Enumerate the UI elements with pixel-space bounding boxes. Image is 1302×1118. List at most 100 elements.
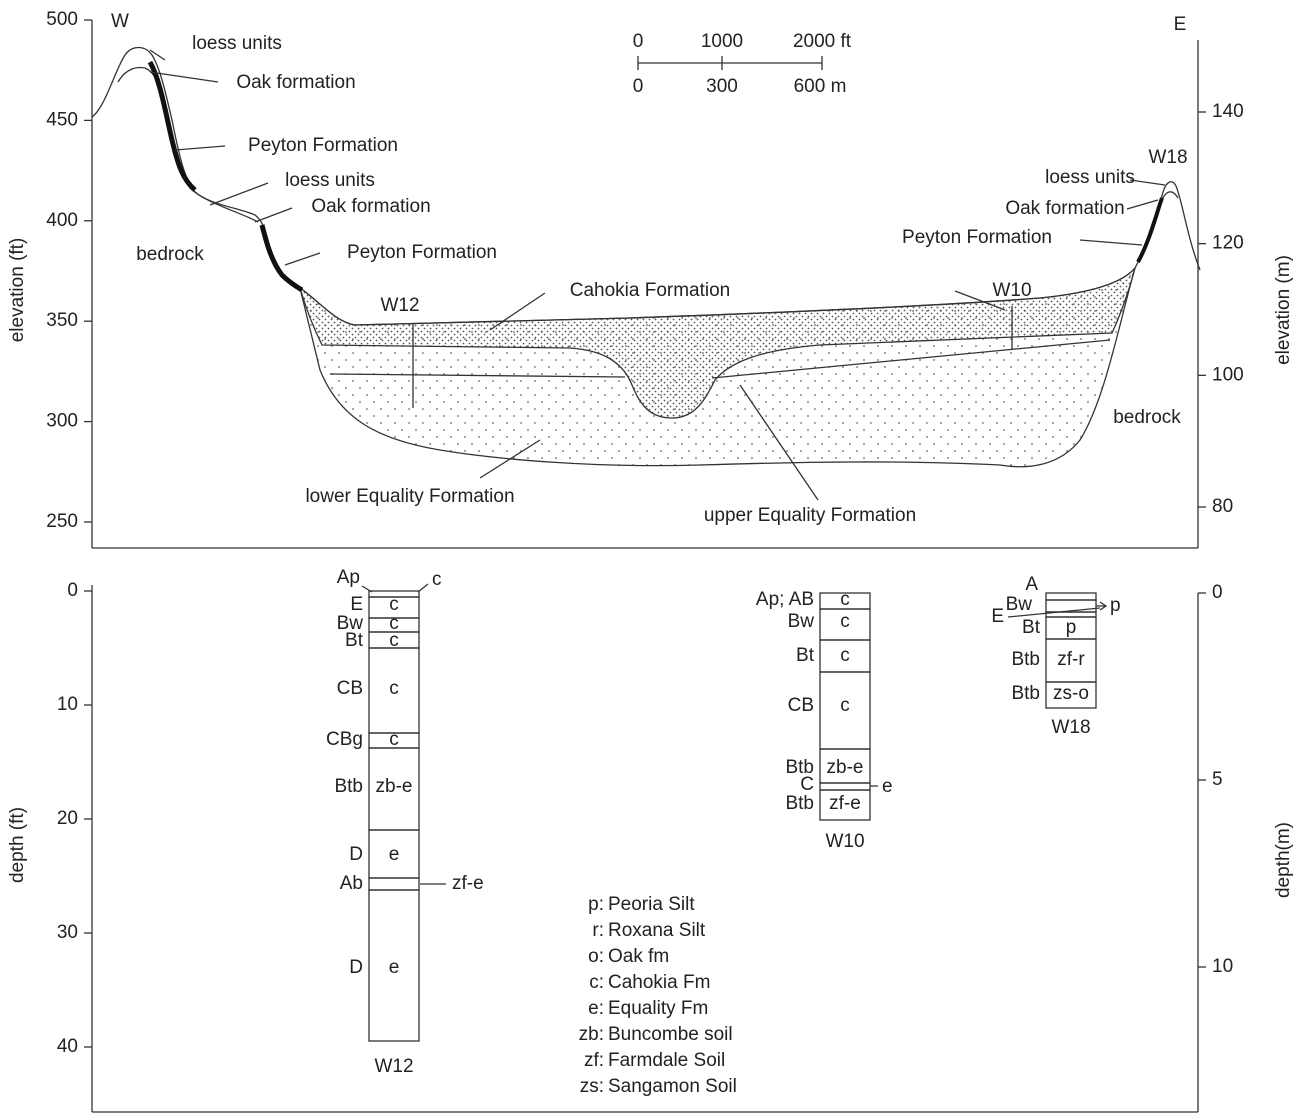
unit-label: zf-e xyxy=(829,793,861,814)
figure: 0 1000 2000 ft 0 300 600 m elevation (ft… xyxy=(0,0,1302,1118)
horizon-label: D xyxy=(349,844,363,865)
horizon-label: C xyxy=(800,774,814,795)
legend-code: e: xyxy=(588,998,604,1019)
horizon-label: D xyxy=(349,957,363,978)
unit-label: c xyxy=(840,611,850,632)
unit-label: c xyxy=(389,594,399,615)
legend-name: Roxana Silt xyxy=(608,920,706,941)
tick-label: 0 xyxy=(1212,582,1223,603)
unit-label: zb-e xyxy=(376,776,413,797)
horizon-label: A xyxy=(1025,574,1038,595)
horizon-label: CB xyxy=(788,695,814,716)
unit-label: zs-o xyxy=(1053,683,1089,704)
tick-label: 30 xyxy=(57,922,78,943)
unit-label: c xyxy=(840,695,850,716)
horizon-label: Bw xyxy=(788,611,815,632)
horizon xyxy=(1046,593,1096,600)
legend-code: c: xyxy=(589,972,604,993)
horizon-label: Bw xyxy=(1006,594,1033,615)
horizon-label: Btb xyxy=(1011,649,1040,670)
column-name: W12 xyxy=(374,1056,413,1077)
axis-title: depth (ft) xyxy=(7,807,28,883)
tick-label: 10 xyxy=(57,694,78,715)
horizon-label: Ap xyxy=(337,567,360,588)
section-label: lower Equality Formation xyxy=(305,486,514,507)
tick-label: 350 xyxy=(46,310,78,331)
unit-label: c xyxy=(840,645,850,666)
section-label: Peyton Formation xyxy=(248,135,398,156)
tick-label: 100 xyxy=(1212,364,1244,385)
unit-label: p xyxy=(1066,617,1077,638)
legend-name: Cahokia Fm xyxy=(608,972,710,993)
section-label: Peyton Formation xyxy=(902,227,1052,248)
scale-label: 300 xyxy=(706,76,738,97)
tick-label: 5 xyxy=(1212,769,1223,790)
tick-label: 120 xyxy=(1212,233,1244,254)
section-label: W12 xyxy=(380,295,419,316)
legend-code: p: xyxy=(588,894,604,915)
horizon-label: Btb xyxy=(785,793,814,814)
unit-label: c xyxy=(389,678,399,699)
unit-label: c xyxy=(840,589,850,610)
unit-label: zb-e xyxy=(827,757,864,778)
horizon xyxy=(369,878,419,890)
horizon-label: Btb xyxy=(1011,683,1040,704)
section-label: Cahokia Formation xyxy=(570,280,731,301)
scale-label: 2000 ft xyxy=(793,31,852,52)
section-label: loess units xyxy=(285,170,375,191)
scale-label: 0 xyxy=(633,31,644,52)
unit-label: e xyxy=(389,957,400,978)
tick-label: 20 xyxy=(57,808,78,829)
unit-label: zf-e xyxy=(452,873,484,894)
tick-label: 80 xyxy=(1212,496,1233,517)
direction: W xyxy=(111,11,129,32)
cross-section xyxy=(92,48,1200,501)
section-label: bedrock xyxy=(136,244,204,265)
section-label: bedrock xyxy=(1113,407,1181,428)
horizon-label: Bt xyxy=(345,630,364,651)
tick-label: 500 xyxy=(46,9,78,30)
section-label: W10 xyxy=(992,280,1031,301)
horizon-label: Ap; AB xyxy=(756,589,814,610)
scale-label: 0 xyxy=(633,76,644,97)
tick-label: 250 xyxy=(46,511,78,532)
horizon-label: E xyxy=(991,606,1004,627)
direction: E xyxy=(1174,14,1187,35)
section-label: Oak formation xyxy=(236,72,355,93)
legend-code: zb: xyxy=(579,1024,604,1045)
legend-code: zs: xyxy=(580,1076,604,1097)
unit-label: p xyxy=(1110,595,1121,616)
tick-label: 140 xyxy=(1212,101,1244,122)
section-label: Oak formation xyxy=(311,196,430,217)
unit-label: e xyxy=(389,844,400,865)
tick-label: 400 xyxy=(46,210,78,231)
scale-bar: 0 1000 2000 ft 0 300 600 m xyxy=(633,31,852,97)
section-label: Oak formation xyxy=(1005,198,1124,219)
scale-label: 600 m xyxy=(794,76,847,97)
legend-name: Buncombe soil xyxy=(608,1024,733,1045)
tick-label: 10 xyxy=(1212,956,1233,977)
section-label: W18 xyxy=(1148,147,1187,168)
section-label: Peyton Formation xyxy=(347,242,497,263)
section-label: loess units xyxy=(192,33,282,54)
legend-code: o: xyxy=(588,946,604,967)
legend-name: Equality Fm xyxy=(608,998,708,1019)
unit-label: zf-r xyxy=(1057,649,1085,670)
scale-label: 1000 xyxy=(701,31,743,52)
horizon-label: Bt xyxy=(1022,617,1041,638)
legend-name: Oak fm xyxy=(608,946,669,967)
tick-label: 0 xyxy=(67,580,78,601)
unit-label: c xyxy=(432,569,442,590)
horizon-label: Btb xyxy=(334,776,363,797)
tick-label: 300 xyxy=(46,411,78,432)
column-name: W10 xyxy=(825,831,864,852)
axis-title: elevation (m) xyxy=(1273,255,1294,365)
horizon xyxy=(820,783,870,790)
axis-title: depth(m) xyxy=(1273,822,1294,898)
column-name: W18 xyxy=(1051,717,1090,738)
legend-name: Sangamon Soil xyxy=(608,1076,737,1097)
horizon-label: E xyxy=(350,594,363,615)
section-label: loess units xyxy=(1045,167,1135,188)
tick-label: 40 xyxy=(57,1036,78,1057)
horizon-label: CBg xyxy=(326,729,363,750)
